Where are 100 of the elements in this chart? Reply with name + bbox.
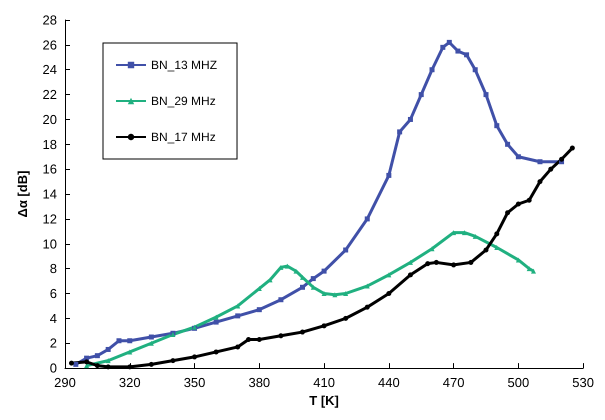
point — [148, 334, 154, 340]
point — [322, 291, 327, 296]
point — [472, 67, 478, 72]
point — [418, 92, 424, 98]
y-tick-label: 10 — [42, 236, 57, 252]
point — [516, 154, 521, 160]
x-tick-label: 530 — [572, 375, 594, 390]
y-tick-label: 20 — [42, 112, 57, 127]
point — [322, 323, 327, 328]
point — [256, 307, 262, 312]
x-tick-label: 320 — [118, 375, 141, 390]
point — [214, 320, 219, 325]
x-tick-label: 380 — [248, 375, 270, 390]
point — [310, 276, 316, 282]
point — [192, 354, 198, 360]
y-tick-label: 2 — [50, 336, 57, 351]
point — [278, 333, 284, 338]
point — [235, 313, 240, 318]
point — [73, 362, 78, 367]
point — [559, 156, 564, 162]
point — [343, 316, 348, 321]
point — [455, 48, 460, 54]
point — [462, 230, 467, 236]
point — [526, 198, 532, 203]
point — [468, 260, 474, 265]
point — [440, 44, 446, 50]
y-tick-label: 0 — [50, 360, 57, 376]
point — [300, 330, 305, 335]
point — [364, 304, 370, 310]
point — [127, 364, 132, 370]
y-tick-label: 24 — [42, 62, 57, 78]
y-tick-label: 16 — [42, 162, 57, 177]
x-tick-label: 470 — [442, 375, 464, 390]
x-tick-label: 440 — [378, 375, 400, 390]
point — [106, 364, 111, 370]
point — [570, 146, 575, 151]
x-tick-label: 350 — [184, 375, 206, 390]
point — [464, 52, 470, 58]
point — [278, 297, 284, 302]
legend-label: BN_17 MHz — [151, 130, 216, 144]
point — [364, 284, 370, 289]
point — [127, 338, 132, 344]
y-tick-label: 6 — [50, 286, 57, 302]
point — [68, 360, 74, 366]
point — [94, 363, 100, 368]
point — [386, 291, 392, 296]
x-axis-title: T [K] — [309, 393, 339, 408]
point — [127, 349, 132, 354]
point — [446, 40, 452, 45]
y-tick-label: 22 — [42, 87, 57, 102]
point — [505, 210, 510, 216]
point — [484, 92, 488, 98]
y-tick-label: 12 — [42, 211, 57, 226]
point — [494, 123, 500, 128]
point — [116, 338, 122, 344]
point — [425, 261, 430, 266]
x-tick-label: 410 — [313, 375, 335, 390]
point — [170, 358, 176, 364]
x-tick-label: 290 — [54, 375, 76, 390]
point — [516, 201, 521, 206]
point — [343, 247, 348, 252]
point — [484, 247, 488, 252]
point — [332, 292, 338, 298]
x-tick-label: 500 — [508, 375, 530, 390]
point — [235, 344, 240, 350]
legend-label: BN_13 MHZ — [151, 58, 218, 72]
point — [548, 166, 554, 172]
point — [505, 142, 510, 147]
point — [364, 216, 370, 222]
y-tick-label: 14 — [42, 186, 57, 202]
y-tick-label: 28 — [42, 12, 57, 28]
point — [451, 262, 456, 268]
point — [84, 359, 90, 364]
y-axis-title: Δα [dB] — [15, 170, 30, 218]
point — [343, 291, 348, 296]
point — [94, 353, 100, 358]
point — [106, 346, 111, 352]
point — [106, 358, 111, 364]
point — [148, 362, 154, 367]
y-tick-label: 26 — [42, 37, 57, 52]
point — [300, 284, 305, 290]
point — [214, 314, 219, 320]
point — [148, 340, 154, 346]
y-tick-label: 4 — [50, 310, 57, 326]
point — [408, 272, 413, 278]
point — [397, 129, 402, 134]
point — [531, 268, 536, 274]
point — [537, 179, 542, 184]
point — [537, 159, 542, 164]
point — [322, 268, 327, 274]
y-tick-label: 8 — [50, 261, 57, 276]
point — [494, 231, 500, 236]
point — [214, 349, 219, 354]
y-tick-label: 18 — [42, 136, 57, 152]
point — [434, 260, 439, 265]
point — [408, 116, 413, 122]
point — [256, 337, 262, 342]
point — [386, 172, 392, 178]
point — [430, 67, 435, 72]
legend-label: BN_29 MHz — [151, 94, 216, 108]
